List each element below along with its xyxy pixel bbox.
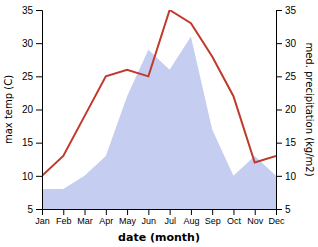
y-tick-label: 25 bbox=[22, 71, 34, 82]
y-axis: 5 10 15 20 25 30 35 bbox=[22, 5, 43, 215]
y2-tick-mark bbox=[276, 110, 282, 111]
y-tick-label: 30 bbox=[22, 38, 34, 49]
y-tick-label: 20 bbox=[22, 104, 34, 115]
y2-axis-title: med. precipitation (kg/m2) bbox=[304, 42, 315, 176]
y2-tick: 30 bbox=[276, 38, 297, 49]
y-tick-mark bbox=[36, 143, 42, 144]
y2-tick-mark bbox=[276, 43, 282, 44]
y-tick-mark bbox=[36, 76, 42, 77]
y-tick-mark bbox=[36, 209, 42, 210]
x-tick-label: Jun bbox=[142, 216, 157, 226]
x-tick: Jan bbox=[35, 209, 50, 226]
y2-axis: 5 10 15 20 25 30 35 bbox=[276, 5, 297, 215]
x-tick-label: Jan bbox=[35, 216, 50, 226]
x-tick-label: Nov bbox=[247, 216, 264, 226]
x-tick-mark bbox=[106, 209, 107, 215]
x-tick-label: Apr bbox=[99, 216, 113, 226]
y-tick: 5 bbox=[27, 204, 42, 215]
y2-tick-mark bbox=[276, 176, 282, 177]
y-tick: 25 bbox=[22, 71, 42, 82]
x-tick: Apr bbox=[99, 209, 113, 226]
x-tick-label: Jul bbox=[164, 216, 176, 226]
y2-tick-label: 10 bbox=[285, 171, 297, 182]
y2-tick: 15 bbox=[276, 137, 297, 148]
x-tick-mark bbox=[212, 209, 213, 215]
y2-tick: 20 bbox=[276, 104, 297, 115]
y-tick-label: 35 bbox=[22, 5, 34, 16]
y-tick-label: 10 bbox=[22, 171, 34, 182]
x-axis: Jan Feb Mar Apr May Jun Jul Aug Sep Oct Nov Dec bbox=[35, 209, 285, 226]
y2-tick: 5 bbox=[276, 204, 291, 215]
x-tick: Nov bbox=[247, 209, 264, 226]
x-tick-mark bbox=[255, 209, 256, 215]
x-tick-mark bbox=[170, 209, 171, 215]
y2-tick-mark bbox=[276, 76, 282, 77]
marks bbox=[42, 10, 276, 209]
temperature-line bbox=[42, 10, 276, 176]
x-tick-label: May bbox=[119, 216, 137, 226]
y2-tick-label: 20 bbox=[285, 104, 297, 115]
x-tick-mark bbox=[85, 209, 86, 215]
y-tick-label: 5 bbox=[27, 204, 33, 215]
axis-domain bbox=[277, 11, 283, 210]
x-tick: Jul bbox=[164, 209, 176, 226]
x-tick-label: Sep bbox=[205, 216, 221, 226]
y-tick: 10 bbox=[22, 171, 42, 182]
y2-tick: 10 bbox=[276, 171, 297, 182]
x-tick-label: Mar bbox=[77, 216, 93, 226]
x-tick-label: Dec bbox=[268, 216, 285, 226]
plot: JanFebMarAprMayJunJulAugSepOctNovDec5101… bbox=[3, 5, 315, 244]
y2-tick-mark bbox=[276, 209, 282, 210]
x-tick: Jun bbox=[142, 209, 157, 226]
y2-tick: 35 bbox=[276, 5, 297, 16]
axis-domain bbox=[36, 11, 43, 210]
chart-container: JanFebMarAprMayJunJulAugSepOctNovDec5101… bbox=[0, 0, 318, 247]
x-tick-label: Aug bbox=[183, 216, 199, 226]
y2-tick: 25 bbox=[276, 71, 297, 82]
x-tick-label: Feb bbox=[56, 216, 72, 226]
x-tick: Mar bbox=[77, 209, 93, 226]
x-tick-label: Oct bbox=[227, 216, 242, 226]
y-tick: 35 bbox=[22, 5, 42, 16]
x-tick: Oct bbox=[227, 209, 242, 226]
x-tick-mark bbox=[63, 209, 64, 215]
x-tick: Feb bbox=[56, 209, 72, 226]
x-tick-mark bbox=[148, 209, 149, 215]
precipitation-area bbox=[42, 37, 276, 209]
chart: JanFebMarAprMayJunJulAugSepOctNovDec5101… bbox=[0, 0, 318, 247]
x-tick: Dec bbox=[268, 209, 285, 226]
x-tick: Aug bbox=[183, 209, 199, 226]
y2-tick-mark bbox=[276, 143, 282, 144]
y2-tick-label: 15 bbox=[285, 137, 297, 148]
y2-tick-mark bbox=[276, 10, 282, 11]
y-tick: 20 bbox=[22, 104, 42, 115]
y2-tick-label: 30 bbox=[285, 38, 297, 49]
x-axis-title: date (month) bbox=[118, 231, 200, 244]
y-tick: 15 bbox=[22, 137, 42, 148]
x-tick: May bbox=[119, 209, 137, 226]
y-axis-title: max temp (C) bbox=[3, 75, 14, 144]
y-tick-label: 15 bbox=[22, 137, 34, 148]
x-tick-mark bbox=[233, 209, 234, 215]
x-tick: Sep bbox=[205, 209, 221, 226]
y2-tick-label: 35 bbox=[285, 5, 297, 16]
y-tick-mark bbox=[36, 10, 42, 11]
x-tick-mark bbox=[191, 209, 192, 215]
y-tick-mark bbox=[36, 110, 42, 111]
y-tick-mark bbox=[36, 43, 42, 44]
axis-domain bbox=[43, 210, 277, 216]
y2-tick-label: 25 bbox=[285, 71, 297, 82]
y-tick-mark bbox=[36, 176, 42, 177]
x-tick-mark bbox=[127, 209, 128, 215]
y-tick: 30 bbox=[22, 38, 42, 49]
y2-tick-label: 5 bbox=[285, 204, 291, 215]
